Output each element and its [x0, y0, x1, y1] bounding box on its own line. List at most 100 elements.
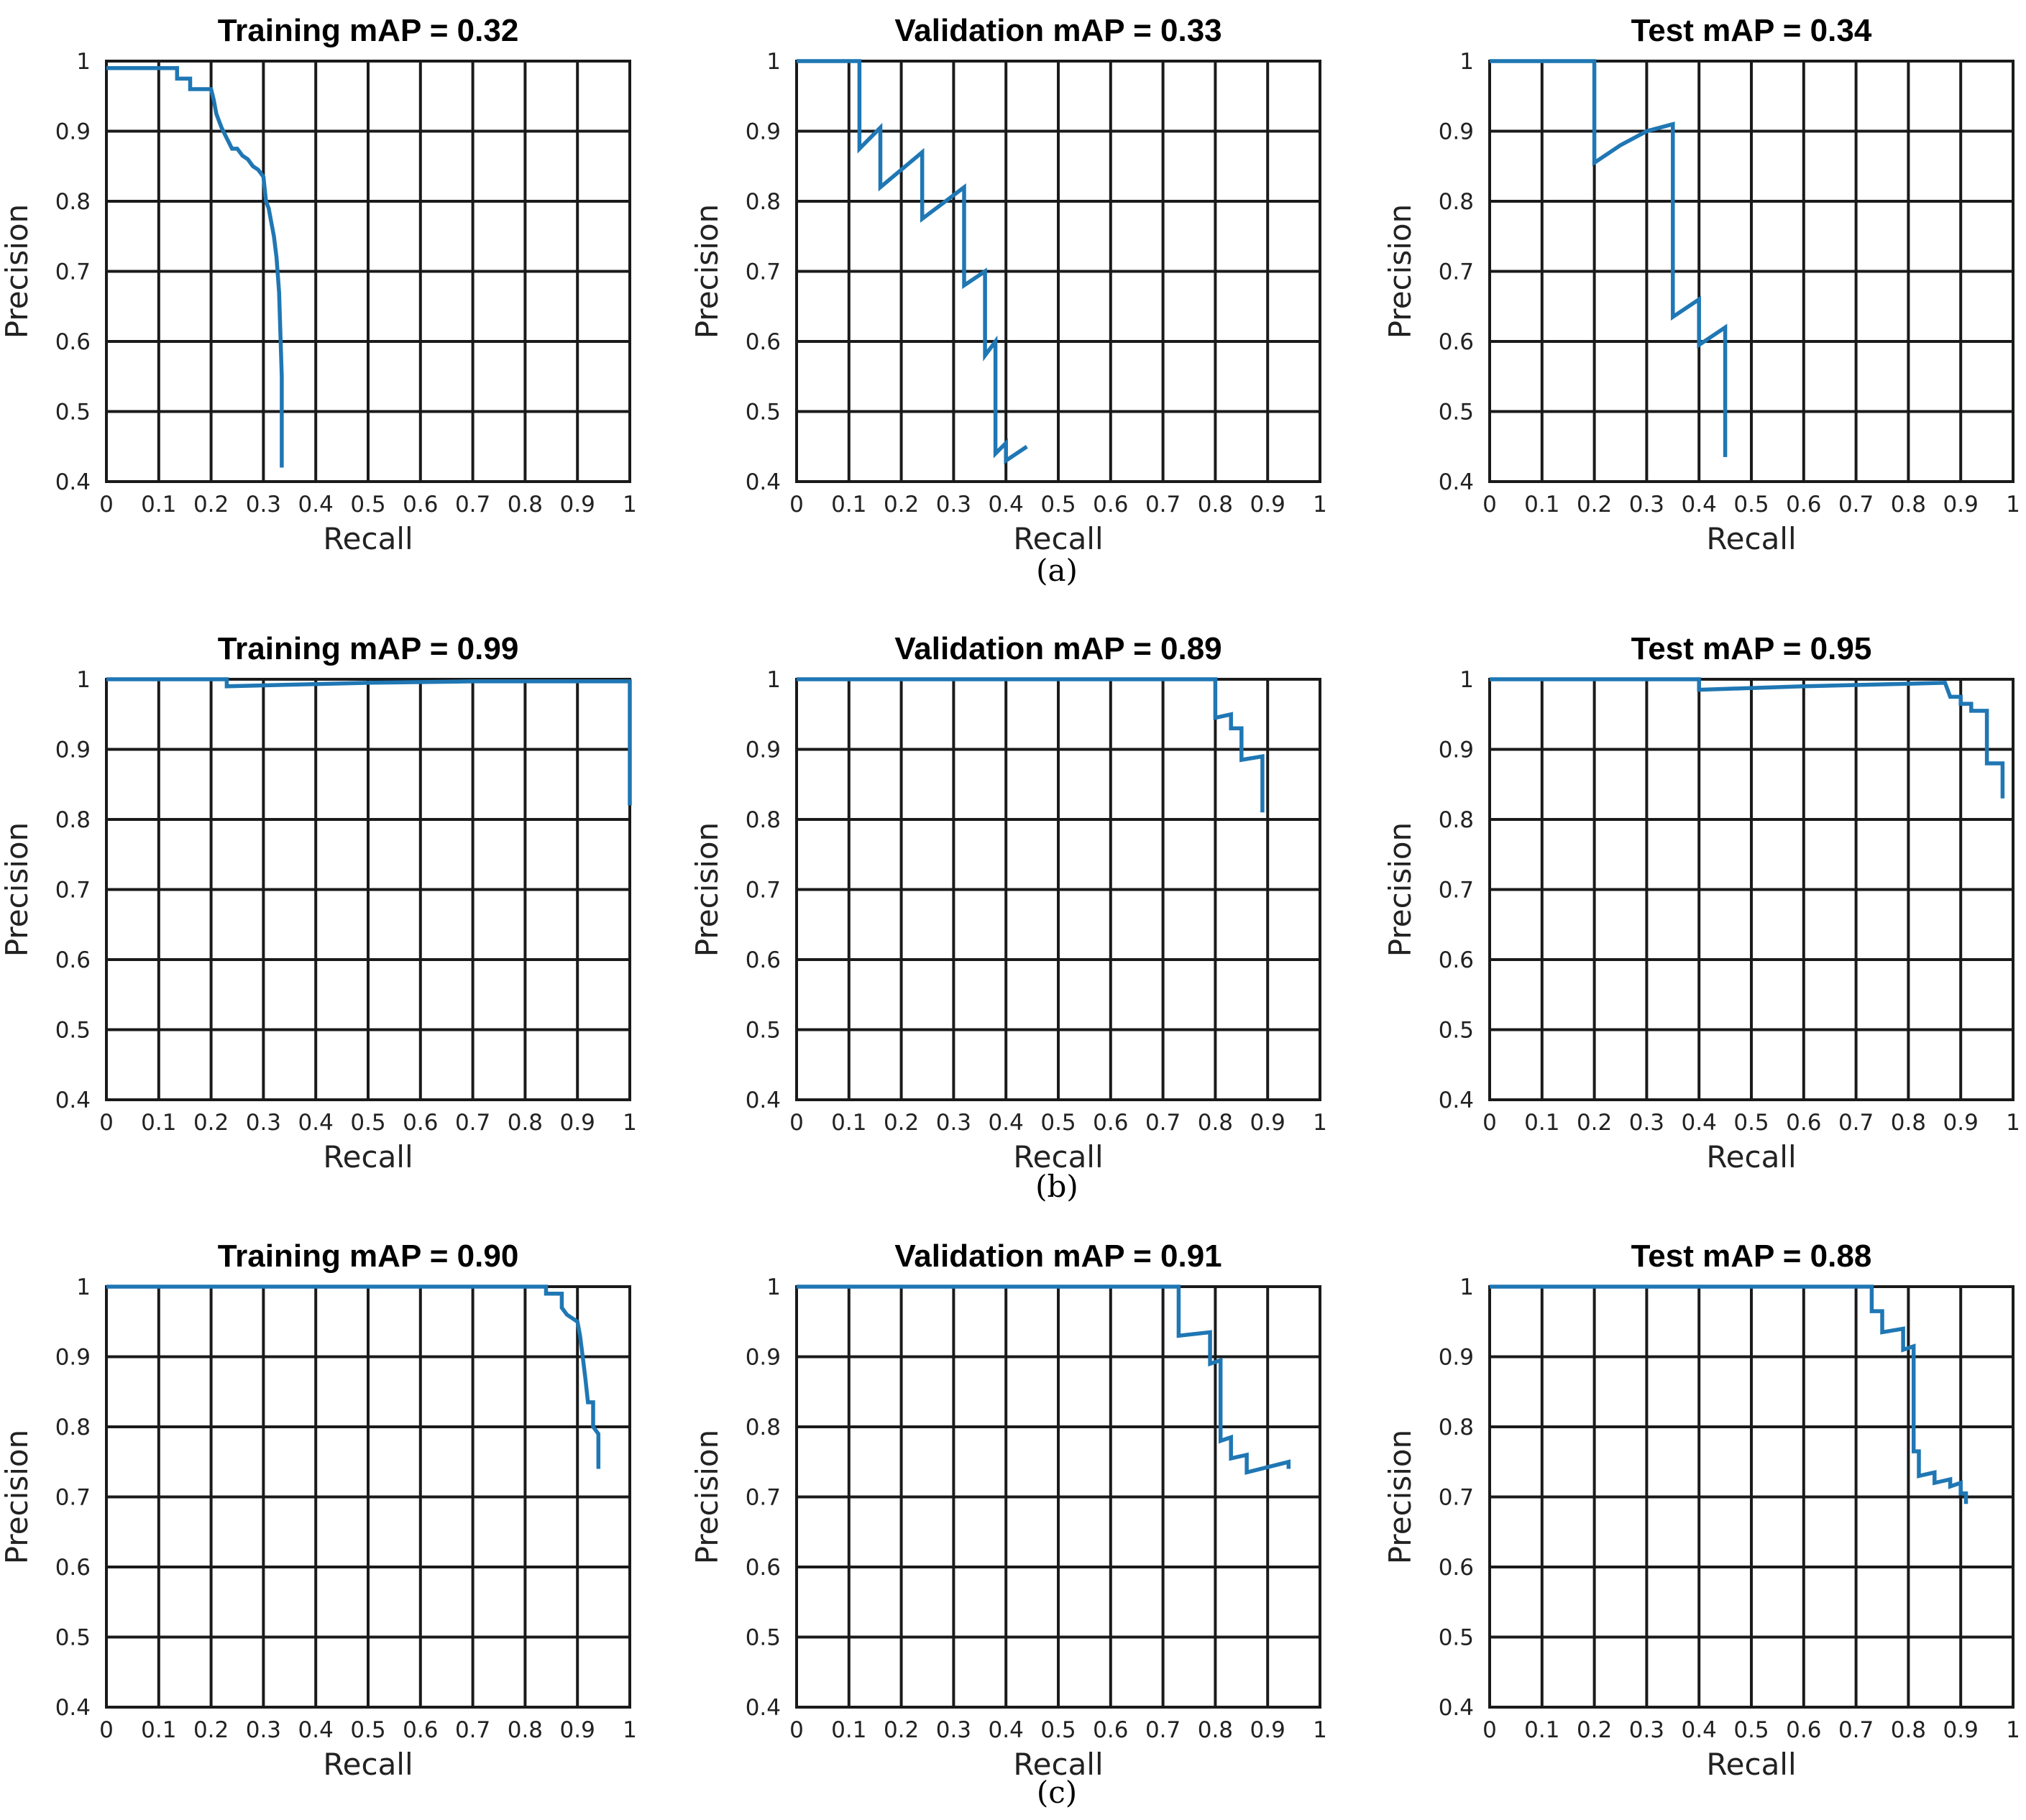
- chart-title: Training mAP = 0.32: [218, 13, 519, 48]
- x-tick-label: 0: [99, 1717, 114, 1743]
- x-axis-label: Recall: [1013, 1747, 1103, 1782]
- x-tick-label: 1: [2006, 1110, 2020, 1136]
- x-tick-label: 0.5: [1040, 1110, 1076, 1136]
- x-tick-label: 0.2: [884, 492, 919, 518]
- x-tick-label: 0.9: [560, 492, 595, 518]
- x-tick-label: 0.4: [298, 492, 334, 518]
- x-tick-label: 0.2: [884, 1717, 919, 1743]
- x-tick-label: 0.2: [193, 492, 229, 518]
- y-axis-label: Precision: [0, 1430, 35, 1564]
- chart-title: Validation mAP = 0.91: [894, 1238, 1221, 1274]
- y-axis-label: Precision: [689, 204, 725, 339]
- chart-title: Test mAP = 0.88: [1631, 1238, 1872, 1274]
- x-tick-label: 0.4: [1682, 492, 1717, 518]
- y-tick-label: 0.5: [55, 400, 91, 426]
- chart-title: Training mAP = 0.99: [218, 631, 519, 666]
- x-tick-label: 0.3: [1629, 1717, 1664, 1743]
- x-tick-label: 0.6: [1786, 1110, 1821, 1136]
- x-tick-label: 1: [623, 1110, 637, 1136]
- chart-panel-4: 0 0.1 0.2 0.3 0.4 0.5 0.6 0.7 0.8 0.9 1 0.4 0.5 0.6 0.…: [689, 631, 1327, 1175]
- x-tick-label: 0.9: [1943, 1110, 1979, 1136]
- y-tick-label: 0.5: [746, 1625, 781, 1651]
- caption-b: (b): [1035, 1169, 1078, 1204]
- axes-frame: [1488, 678, 2014, 1101]
- x-tick-label: 0.8: [1198, 1717, 1233, 1743]
- y-tick-label: 0.4: [746, 1695, 781, 1721]
- x-tick-label: 0.1: [141, 1110, 176, 1136]
- x-tick-label: 0.3: [1629, 1110, 1664, 1136]
- x-axis-label: Recall: [1013, 521, 1103, 556]
- y-tick-label: 0.4: [55, 469, 91, 495]
- axes-frame: [105, 60, 631, 483]
- x-tick-label: 0.8: [508, 1717, 543, 1743]
- x-tick-label: 0.2: [1577, 492, 1612, 518]
- chart-title: Training mAP = 0.90: [218, 1238, 519, 1274]
- x-tick-label: 0.3: [936, 1717, 971, 1743]
- x-tick-label: 0.3: [246, 1717, 281, 1743]
- y-tick-label: 0.7: [746, 1485, 781, 1511]
- y-tick-label: 0.6: [746, 1555, 781, 1581]
- y-tick-label: 0.4: [55, 1695, 91, 1721]
- x-tick-label: 0.9: [1250, 1110, 1285, 1136]
- x-tick-label: 1: [1313, 1717, 1327, 1743]
- y-tick-label: 0.5: [1439, 400, 1474, 426]
- x-tick-label: 1: [2006, 492, 2020, 518]
- pr-curve: [797, 1284, 1291, 1475]
- y-tick-label: 0.6: [55, 1555, 91, 1581]
- x-tick-label: 0.4: [298, 1110, 334, 1136]
- x-tick-label: 0.6: [1093, 1717, 1128, 1743]
- x-axis-label: Recall: [323, 521, 413, 556]
- x-tick-label: 0.6: [1786, 492, 1821, 518]
- x-tick-label: 0.4: [989, 1110, 1024, 1136]
- x-tick-label: 0.8: [1198, 492, 1233, 518]
- x-tick-label: 1: [1313, 492, 1327, 518]
- x-tick-label: 0.6: [403, 492, 438, 518]
- x-axis-label: Recall: [323, 1747, 413, 1782]
- y-tick-label: 0.4: [746, 1088, 781, 1113]
- pr-curve: [106, 66, 284, 468]
- x-tick-label: 0: [789, 1110, 804, 1136]
- y-tick-label: 0.9: [746, 119, 781, 145]
- x-axis-label: Recall: [323, 1139, 413, 1175]
- y-tick-label: 0.7: [55, 259, 91, 285]
- x-tick-label: 0.9: [1943, 492, 1979, 518]
- x-tick-label: 0.7: [1838, 492, 1874, 518]
- x-axis-label: Recall: [1706, 1139, 1796, 1175]
- y-tick-label: 0.8: [55, 1415, 91, 1440]
- x-tick-label: 0: [1482, 1717, 1497, 1743]
- x-tick-label: 0.6: [1093, 492, 1128, 518]
- y-tick-label: 0.9: [55, 737, 91, 763]
- y-tick-label: 0.4: [55, 1088, 91, 1113]
- chart-panel-2: 0 0.1 0.2 0.3 0.4 0.5 0.6 0.7 0.8 0.9 1 0.4 0.5 0.6 0.…: [1383, 13, 2020, 556]
- x-tick-label: 0.1: [141, 1717, 176, 1743]
- x-tick-label: 1: [2006, 1717, 2020, 1743]
- x-tick-label: 0.6: [1093, 1110, 1128, 1136]
- x-tick-label: 0: [99, 1110, 114, 1136]
- y-tick-label: 1: [766, 667, 781, 693]
- x-tick-label: 1: [1313, 1110, 1327, 1136]
- y-tick-label: 0.7: [746, 878, 781, 904]
- y-tick-label: 1: [76, 1274, 91, 1300]
- axes-frame: [105, 678, 631, 1101]
- y-axis-label: Precision: [689, 1430, 725, 1564]
- y-axis-label: Precision: [1383, 822, 1418, 957]
- y-axis-label: Precision: [0, 204, 35, 339]
- x-tick-label: 0.1: [1524, 492, 1559, 518]
- chart-title: Validation mAP = 0.33: [894, 13, 1221, 48]
- x-tick-label: 0.5: [1733, 1110, 1769, 1136]
- y-axis-label: Precision: [689, 822, 725, 957]
- x-tick-label: 0.7: [455, 492, 490, 518]
- y-tick-label: 0.8: [1439, 189, 1474, 215]
- y-tick-label: 0.9: [55, 1345, 91, 1371]
- x-tick-label: 1: [623, 492, 637, 518]
- x-tick-label: 0.8: [508, 492, 543, 518]
- y-tick-label: 0.4: [746, 469, 781, 495]
- axes-frame: [795, 60, 1321, 483]
- y-tick-label: 0.7: [55, 878, 91, 904]
- y-axis-label: Precision: [1383, 204, 1418, 339]
- y-tick-label: 0.5: [746, 1018, 781, 1044]
- x-axis-label: Recall: [1706, 1747, 1796, 1782]
- y-tick-label: 0.9: [1439, 119, 1474, 145]
- caption-a: (a): [1036, 553, 1078, 588]
